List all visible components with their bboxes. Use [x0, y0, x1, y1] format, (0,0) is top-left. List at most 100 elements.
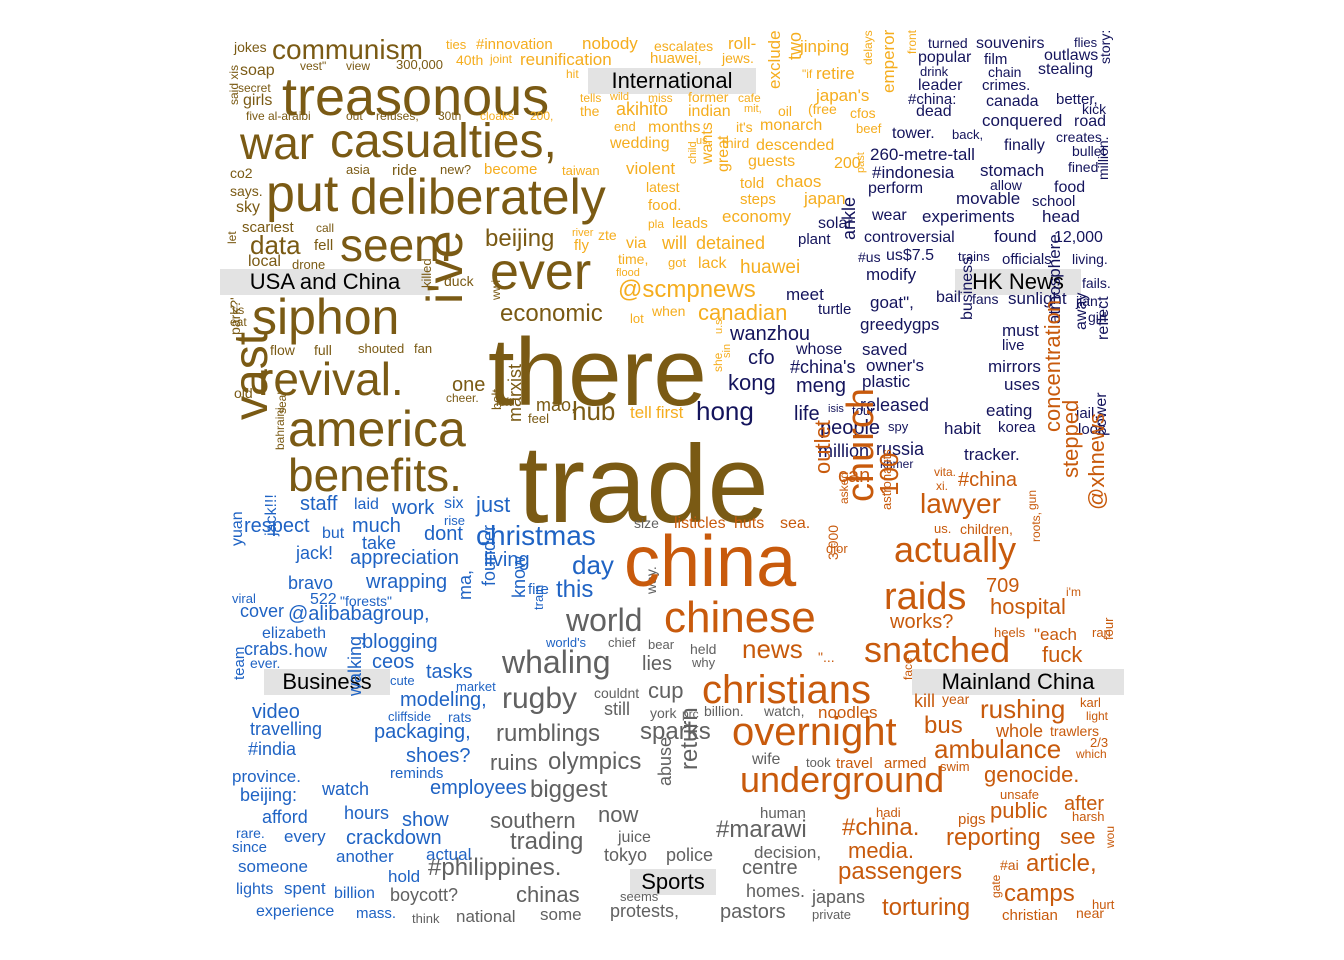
cloud-word-international: when: [652, 303, 686, 319]
cloud-word-business: rare.: [236, 825, 265, 841]
cloud-word-hk-news: released: [860, 395, 930, 415]
cloud-word-international: child: [687, 141, 699, 164]
cloud-word-sports: biggest: [530, 776, 608, 803]
cloud-word-usa-china: fell: [314, 237, 334, 254]
cloud-word-international: end: [614, 119, 636, 134]
cloud-word-international: monarch: [760, 117, 823, 134]
cloud-word-mainland-china: fuck: [1042, 642, 1083, 667]
cloud-word-mainland-china: four: [1101, 617, 1116, 640]
cloud-word-hk-news: movable: [956, 189, 1021, 208]
cloud-word-business: respect: [244, 515, 310, 537]
cloud-word-mainland-china: armed: [884, 755, 927, 772]
cloud-word-hk-news: isis: [828, 403, 844, 415]
cloud-word-international: chaos: [776, 172, 822, 191]
cloud-word-business: christmas: [476, 520, 596, 551]
cloud-word-business: hold: [388, 867, 421, 886]
cloud-word-usa-china: jokes: [234, 39, 267, 55]
cloud-word-hk-news: wanzhou: [730, 323, 811, 345]
cloud-word-mainland-china: can: [838, 465, 871, 487]
cloud-word-international: delays: [861, 30, 875, 65]
cloud-word-usa-china: girls: [243, 92, 273, 109]
cloud-word-usa-china: economic: [500, 300, 603, 327]
cloud-word-mainland-china: hospital: [990, 594, 1066, 619]
cloud-word-mainland-china: overnight: [732, 710, 897, 754]
cloud-word-hk-news: girl: [1088, 309, 1107, 325]
cloud-word-international: huawei,: [650, 50, 702, 67]
cloud-word-business: team: [231, 646, 248, 680]
cloud-word-usa-china: 300,000: [396, 57, 443, 72]
cloud-word-mainland-china: xi.: [936, 479, 948, 493]
cloud-word-mainland-china: #ai: [1000, 857, 1019, 873]
cloud-word-business: ever.: [250, 655, 281, 671]
cloud-word-business: know: [509, 555, 529, 598]
cloud-word-sports: cup: [648, 678, 684, 703]
cloud-word-usa-china: casualties,: [330, 115, 557, 168]
cloud-word-international: mit,: [744, 103, 762, 115]
cloud-word-business: tasks: [426, 661, 473, 683]
cloud-word-sports: abuse: [655, 736, 675, 786]
cloud-word-usa-china: full: [314, 342, 332, 358]
cloud-word-hk-news: back,: [952, 127, 984, 142]
cloud-word-international: cafe: [738, 91, 761, 105]
cloud-word-international: time,: [618, 251, 649, 267]
cloud-word-sports: japans: [812, 887, 866, 907]
cloud-word-usa-china: treasonous: [282, 67, 550, 127]
cloud-word-hk-news: canada: [986, 93, 1039, 110]
cloud-word-business: experience: [256, 903, 335, 920]
cloud-word-business: mass.: [356, 905, 397, 922]
cloud-word-sports: billion.: [704, 703, 744, 719]
cloud-word-sports: some: [540, 905, 582, 924]
cloud-word-hk-news: live: [1002, 337, 1025, 354]
cloud-word-mainland-china: listicles: [674, 515, 726, 532]
cloud-word-international: it's: [736, 119, 753, 135]
cloud-word-mainland-china: news: [742, 634, 803, 664]
cloud-word-international: told: [740, 175, 765, 192]
cloud-word-usa-china: trade: [518, 423, 769, 546]
group-label-sports: Sports: [630, 869, 716, 895]
cloud-word-hk-news: crimes.: [982, 77, 1031, 94]
cloud-word-business: world's: [546, 635, 587, 650]
cloud-word-usa-china: vast: [225, 331, 278, 420]
cloud-word-hk-news: look: [1078, 421, 1106, 438]
cloud-word-international: tell: [630, 403, 652, 422]
cloud-word-hk-news: allow: [990, 177, 1022, 193]
cloud-word-mainland-china: see: [1060, 824, 1096, 849]
cloud-word-mainland-china: sea.: [780, 515, 811, 532]
cloud-word-business: bravo: [288, 573, 334, 593]
cloud-word-international: cfos: [850, 105, 876, 121]
cloud-word-hk-news: away: [1073, 292, 1090, 330]
cloud-word-mainland-china: christian: [1002, 907, 1058, 924]
cloud-word-hk-news: sunlight: [1008, 289, 1067, 308]
cloud-word-sports: sparks: [640, 718, 711, 745]
cloud-word-hk-news: modify: [866, 265, 917, 284]
cloud-word-usa-china: out: [346, 109, 363, 123]
cloud-word-mainland-china: vita.: [934, 465, 957, 479]
cloud-word-hk-news: meet: [786, 285, 824, 304]
cloud-word-usa-china: benefits.: [288, 449, 462, 501]
cloud-word-mainland-china: outlet: [810, 420, 835, 474]
cloud-word-sports: tokyo: [604, 845, 648, 865]
cloud-word-hk-news: jian,: [1076, 293, 1102, 309]
cloud-word-hk-news: 12,000: [1054, 229, 1103, 246]
cloud-word-mainland-china: "each: [1034, 625, 1077, 644]
cloud-word-mainland-china: near: [1076, 905, 1105, 921]
cloud-word-international: she: [711, 352, 725, 372]
cloud-word-usa-china: new?: [440, 162, 472, 177]
cloud-word-usa-china: sky: [236, 199, 260, 216]
cloud-word-mainland-china: swim: [940, 759, 970, 774]
cloud-word-usa-china: seen.: [340, 219, 453, 271]
cloud-word-international: fly: [574, 237, 589, 254]
cloud-word-international: huawei: [740, 257, 801, 278]
cloud-word-business: show: [402, 809, 449, 831]
cloud-word-mainland-china: china: [624, 522, 797, 602]
cloud-word-hk-news: #indonesia: [872, 163, 955, 182]
cloud-word-hk-news: turtle: [818, 301, 852, 318]
cloud-word-sports: rumblings: [496, 720, 601, 747]
cloud-word-international: "if: [802, 67, 813, 81]
cloud-word-usa-china: ride: [392, 162, 418, 179]
cloud-word-hk-news: better,: [1056, 91, 1098, 108]
cloud-word-business: viral: [232, 591, 256, 606]
cloud-word-mainland-china: face: [901, 657, 915, 680]
cloud-word-hk-news: drink: [920, 64, 949, 79]
